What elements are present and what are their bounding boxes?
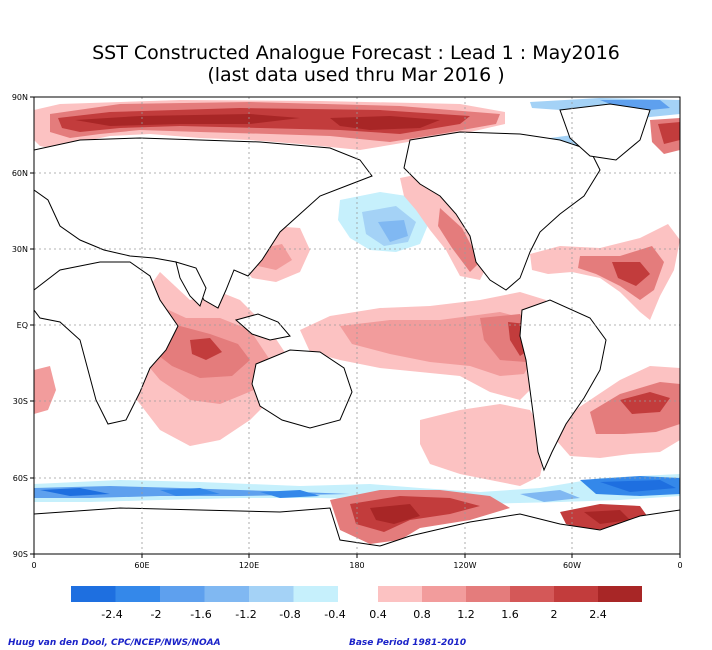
lon-label-120w: 120W [453,561,476,570]
se-asia-islands [234,313,291,341]
colorbar-swatch-negative [160,586,205,602]
longitude-labels: 0 60E 120E 180 120W 60W 0 [31,561,682,570]
lat-label-90s: 90S [13,550,28,559]
map-title: SST Constructed Analogue Forecast : Lead… [92,42,620,64]
colorbar-swatch-positive [422,586,466,602]
latitude-labels: 90N 60N 30N EQ 30S 60S 90S [12,93,28,559]
colorbar-label: 2 [551,608,558,621]
author-credit: Huug van den Dool, CPC/NCEP/NWS/NOAA [8,638,221,648]
india-landmass [175,261,207,307]
base-period: Base Period 1981-2010 [349,638,467,648]
colorbar-label: 0.8 [413,608,431,621]
colorbar-swatch-positive [554,586,598,602]
colorbar-label: 0.4 [369,608,387,621]
warm-anomaly-south-atlantic [34,366,680,458]
colorbar-swatch-negative [115,586,160,602]
colorbar-label: -0.8 [279,608,300,621]
lon-label-60w: 60W [563,561,581,570]
lat-label-90n: 90N [12,93,28,102]
lat-label-eq: EQ [17,321,28,330]
australia-landmass [251,349,353,429]
colorbar-label: -2.4 [101,608,122,621]
colorbar-label: 1.6 [501,608,519,621]
colorbar-label: 2.4 [589,608,607,621]
cool-anomaly-arctic-core [600,100,670,112]
colorbar-swatch-positive [598,586,642,602]
colorbar-label: 1.2 [457,608,475,621]
lon-label-120e: 120E [239,561,259,570]
lat-label-30s: 30S [13,397,28,406]
colorbar-swatch-positive [510,586,554,602]
colorbar-swatch-negative [293,586,338,602]
colorbar-label: -1.2 [235,608,256,621]
warm-anomaly-northeast-pacific [400,172,490,280]
north-america-landmass [403,131,601,291]
antarctica-landmass [34,507,680,554]
colorbar-positive-swatches [378,586,642,602]
lat-label-60n: 60N [12,169,28,178]
warm-anomaly-equatorial-pacific [300,292,548,400]
colorbar-swatch-negative [204,586,249,602]
axis-ticks [30,96,681,558]
colorbar-swatch-positive [378,586,422,602]
colorbar-label: -0.4 [324,608,345,621]
colorbar-labels: -2.4 -2 -1.6 -1.2 -0.8 -0.4 0.4 0.8 1.2 … [101,608,606,621]
lon-label-60e: 60E [134,561,149,570]
colorbar-swatch-positive [466,586,510,602]
lat-label-60s: 60S [13,474,28,483]
greenland-landmass [559,103,651,161]
lat-label-30n: 30N [12,245,28,254]
colorbar-label: -2 [151,608,162,621]
colorbar-swatch-negative [249,586,294,602]
colorbar: -2.4 -2 -1.6 -1.2 -0.8 -0.4 0.4 0.8 1.2 … [71,586,642,621]
lon-label-0-right: 0 [677,561,682,570]
colorbar-swatch-negative [71,586,116,602]
grid-lines [34,97,680,554]
warm-anomaly-arctic [34,100,680,154]
colorbar-label: -1.6 [190,608,211,621]
colorbar-negative-swatches [71,586,338,602]
lon-label-0-left: 0 [31,561,36,570]
lon-label-180: 180 [349,561,364,570]
map-subtitle: (last data used thru Mar 2016 ) [207,64,505,86]
eurasia-landmass [34,137,373,309]
